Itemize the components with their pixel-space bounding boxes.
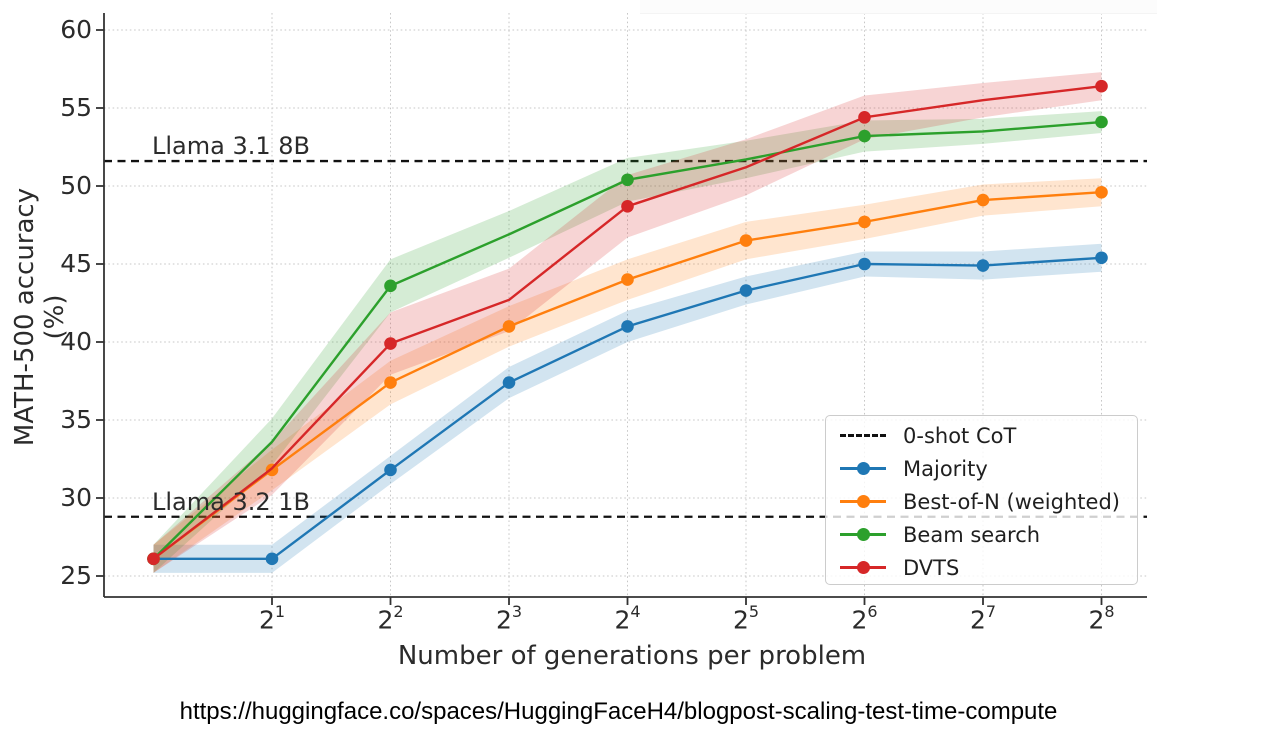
legend-label: DVTS [903,555,960,580]
data-point [621,173,634,187]
data-point [976,193,990,207]
y-tick-label: 55 [60,93,92,122]
reference-line-label: Llama 3.1 8B [152,132,310,161]
data-point [502,320,516,333]
line-marker-swatch-icon [840,462,886,476]
line-marker-swatch-icon [840,528,886,542]
x-tick-label: 22 [377,602,404,635]
x-tick-label: 25 [732,602,760,635]
y-tick-label: 40 [60,327,92,356]
legend-label: Best-of-N (weighted) [903,489,1120,514]
y-tick-label: 25 [60,561,92,590]
x-tick-label: 23 [495,602,523,635]
data-point [621,199,634,213]
plot-area [96,13,1147,605]
data-point [858,111,871,124]
confidence-band [153,111,1102,573]
x-axis-label: Number of generations per problem [397,641,867,671]
line-marker-swatch-icon [840,561,886,575]
y-tick-label: 50 [60,171,92,200]
data-point [384,279,397,293]
data-point [621,273,634,286]
x-tick-label: 26 [851,602,878,635]
dashed-line-swatch-icon [840,429,886,443]
data-point [384,463,397,477]
data-point [384,376,397,389]
data-point [1095,115,1108,129]
y-tick-label: 35 [60,405,92,434]
legend-item-beam-search: Beam search [826,518,1137,551]
data-point [502,376,516,389]
legend-item-dvts: DVTS [826,551,1137,584]
data-point [739,234,753,247]
data-point [621,320,634,333]
data-point [976,259,990,272]
legend-label: 0-shot CoT [903,423,1017,448]
line-marker-swatch-icon [840,495,886,509]
x-tick-label: 28 [1088,602,1115,635]
x-tick-label: 24 [614,602,641,635]
y-tick-label: 30 [60,483,92,512]
data-point [858,257,871,271]
legend-label: Majority [903,456,988,481]
legend-item-best-of-n-weighted-: Best-of-N (weighted) [826,485,1137,518]
x-tick-label: 27 [969,602,997,635]
legend: 0-shot CoT Majority Best-of-N (weighted) Be… [825,415,1138,585]
reference-line-label: Llama 3.2 1B [152,487,310,516]
legend-item-majority: Majority [826,452,1137,485]
data-point [147,552,160,566]
data-point [858,215,871,229]
source-url: https://huggingface.co/spaces/HuggingFac… [179,698,1058,725]
data-point [1095,79,1108,93]
white-patch [640,0,1157,14]
data-point [265,552,279,566]
data-point [265,463,279,477]
y-tick-label: 60 [60,15,92,44]
y-tick-label: 45 [60,249,92,278]
data-point [1095,185,1108,199]
x-tick-label: 21 [258,602,286,635]
data-point [384,337,397,350]
data-point [1095,251,1108,265]
data-point [739,284,753,297]
data-point [858,129,871,143]
legend-label: Beam search [903,522,1041,547]
legend-item-0-shot-cot: 0-shot CoT [826,419,1137,452]
confidence-band [153,243,1102,573]
